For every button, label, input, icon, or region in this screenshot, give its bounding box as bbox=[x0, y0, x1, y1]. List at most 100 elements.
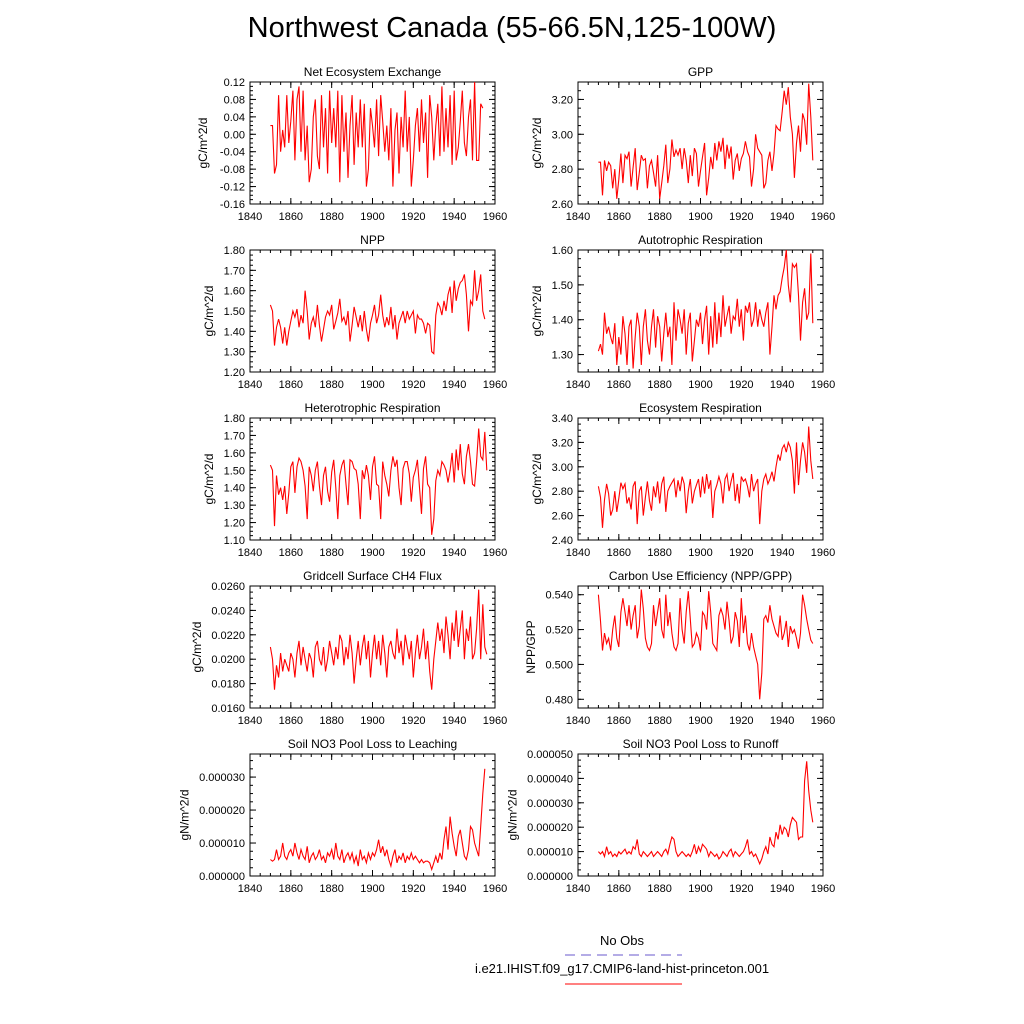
x-tick-label: 1960 bbox=[811, 547, 835, 559]
y-tick-label: -0.08 bbox=[220, 164, 245, 176]
chart-autotrophic-respiration: Autotrophic Respiration 1840 1860 1880 1900 1… bbox=[530, 233, 835, 391]
x-tick-label: 1940 bbox=[442, 211, 466, 223]
chart-carbon-use-efficiency-npp-gpp: Carbon Use Efficiency (NPP/GPP) 1840 1860 1… bbox=[524, 569, 835, 727]
series-line bbox=[597, 249, 814, 369]
x-tick-label: 1840 bbox=[566, 547, 590, 559]
x-tick-label: 1960 bbox=[811, 715, 835, 727]
x-tick-label: 1860 bbox=[279, 883, 303, 895]
y-tick-label: 1.50 bbox=[552, 280, 573, 292]
x-tick-label: 1940 bbox=[442, 547, 466, 559]
chart-title: NPP bbox=[360, 233, 385, 247]
x-tick-label: 1940 bbox=[442, 379, 466, 391]
x-tick-label: 1920 bbox=[729, 883, 753, 895]
y-tick-label: 1.40 bbox=[224, 483, 245, 495]
y-tick-label: 0.0160 bbox=[211, 703, 245, 715]
x-tick-label: 1900 bbox=[688, 379, 712, 391]
x-tick-label: 1880 bbox=[319, 883, 343, 895]
series-line bbox=[269, 428, 488, 535]
x-tick-label: 1900 bbox=[688, 883, 712, 895]
y-tick-label: 0.000050 bbox=[527, 749, 573, 761]
chart-title: Autotrophic Respiration bbox=[638, 233, 763, 247]
x-tick-label: 1960 bbox=[811, 883, 835, 895]
plot-frame bbox=[577, 753, 824, 877]
x-tick-label: 1940 bbox=[770, 883, 794, 895]
y-tick-label: 1.50 bbox=[224, 465, 245, 477]
x-tick-label: 1880 bbox=[319, 211, 343, 223]
x-tick-label: 1960 bbox=[483, 379, 507, 391]
y-tick-label: 3.40 bbox=[552, 413, 573, 425]
y-tick-label: 1.40 bbox=[552, 315, 573, 327]
y-tick-label: 0.0180 bbox=[211, 679, 245, 691]
y-tick-label: 0.0260 bbox=[211, 581, 245, 593]
x-tick-label: 1920 bbox=[401, 715, 425, 727]
x-tick-label: 1860 bbox=[607, 379, 631, 391]
y-axis-label: NPP/GPP bbox=[524, 620, 538, 673]
series-line bbox=[597, 589, 814, 700]
y-tick-label: 0.000010 bbox=[199, 838, 245, 850]
y-axis-label: gC/m^2/d bbox=[190, 622, 204, 673]
y-tick-label: 2.40 bbox=[552, 535, 573, 547]
chart-gpp: GPP 1840 1860 1880 1900 1920 1940 1960 2.60 2.80 3… bbox=[530, 65, 835, 223]
y-tick-label: 1.60 bbox=[552, 245, 573, 257]
chart-title: Soil NO3 Pool Loss to Leaching bbox=[288, 737, 457, 751]
chart-soil-no3-pool-loss-to-runoff: Soil NO3 Pool Loss to Runoff 1840 1860 1880… bbox=[505, 737, 835, 895]
y-tick-label: 0.000040 bbox=[527, 773, 573, 785]
chart-title: GPP bbox=[688, 65, 713, 79]
x-tick-label: 1900 bbox=[360, 211, 384, 223]
x-tick-label: 1920 bbox=[729, 547, 753, 559]
y-tick-label: 1.30 bbox=[224, 347, 245, 359]
x-tick-label: 1880 bbox=[647, 211, 671, 223]
plot-frame bbox=[577, 417, 824, 541]
y-tick-label: 1.80 bbox=[224, 413, 245, 425]
y-tick-label: 3.20 bbox=[552, 94, 573, 106]
y-tick-label: 1.80 bbox=[224, 245, 245, 257]
chart-title: Ecosystem Respiration bbox=[639, 401, 762, 415]
x-tick-label: 1880 bbox=[647, 379, 671, 391]
series-line bbox=[597, 426, 814, 528]
y-axis-label: gC/m^2/d bbox=[196, 118, 210, 169]
plot-frame bbox=[577, 249, 824, 373]
series-line bbox=[597, 761, 814, 866]
chart-title: Soil NO3 Pool Loss to Runoff bbox=[623, 737, 780, 751]
series-line bbox=[270, 768, 486, 872]
y-tick-label: 2.80 bbox=[552, 486, 573, 498]
y-tick-label: 0.000030 bbox=[527, 798, 573, 810]
y-tick-label: 0.00 bbox=[224, 129, 245, 141]
x-tick-label: 1840 bbox=[566, 715, 590, 727]
x-tick-label: 1940 bbox=[770, 379, 794, 391]
y-tick-label: 2.80 bbox=[552, 164, 573, 176]
x-tick-label: 1900 bbox=[360, 883, 384, 895]
chart-heterotrophic-respiration: Heterotrophic Respiration 1840 1860 1880 190… bbox=[202, 401, 507, 559]
chart-npp: NPP 1840 1860 1880 1900 1920 1940 1960 1.20 1.30 1… bbox=[202, 233, 507, 391]
y-tick-label: 0.12 bbox=[224, 77, 245, 89]
x-tick-label: 1840 bbox=[238, 547, 262, 559]
x-tick-label: 1840 bbox=[566, 883, 590, 895]
x-tick-label: 1860 bbox=[607, 715, 631, 727]
y-tick-label: 1.70 bbox=[224, 430, 245, 442]
x-tick-label: 1860 bbox=[279, 715, 303, 727]
y-tick-label: 3.20 bbox=[552, 437, 573, 449]
y-axis-label: gC/m^2/d bbox=[530, 118, 544, 169]
x-tick-label: 1900 bbox=[360, 715, 384, 727]
y-tick-label: 2.60 bbox=[552, 199, 573, 211]
y-axis-label: gN/m^2/d bbox=[177, 790, 191, 841]
y-axis-label: gC/m^2/d bbox=[530, 286, 544, 337]
chart-gridcell-surface-ch4-flux: Gridcell Surface CH4 Flux 1840 1860 1880 190… bbox=[190, 569, 507, 727]
y-tick-label: -0.04 bbox=[220, 147, 245, 159]
y-axis-label: gN/m^2/d bbox=[505, 790, 519, 841]
x-tick-label: 1840 bbox=[238, 715, 262, 727]
x-tick-label: 1880 bbox=[319, 547, 343, 559]
x-tick-label: 1900 bbox=[688, 211, 712, 223]
y-tick-label: 3.00 bbox=[552, 462, 573, 474]
y-tick-label: 0.000000 bbox=[527, 871, 573, 883]
x-tick-label: 1960 bbox=[483, 211, 507, 223]
y-axis-label: gC/m^2/d bbox=[202, 454, 216, 505]
chart-title: Heterotrophic Respiration bbox=[304, 401, 440, 415]
y-tick-label: 0.500 bbox=[545, 659, 573, 671]
x-tick-label: 1900 bbox=[688, 715, 712, 727]
y-tick-label: 2.60 bbox=[552, 511, 573, 523]
y-tick-label: 1.70 bbox=[224, 265, 245, 277]
x-tick-label: 1920 bbox=[401, 211, 425, 223]
y-axis-label: gC/m^2/d bbox=[202, 286, 216, 337]
